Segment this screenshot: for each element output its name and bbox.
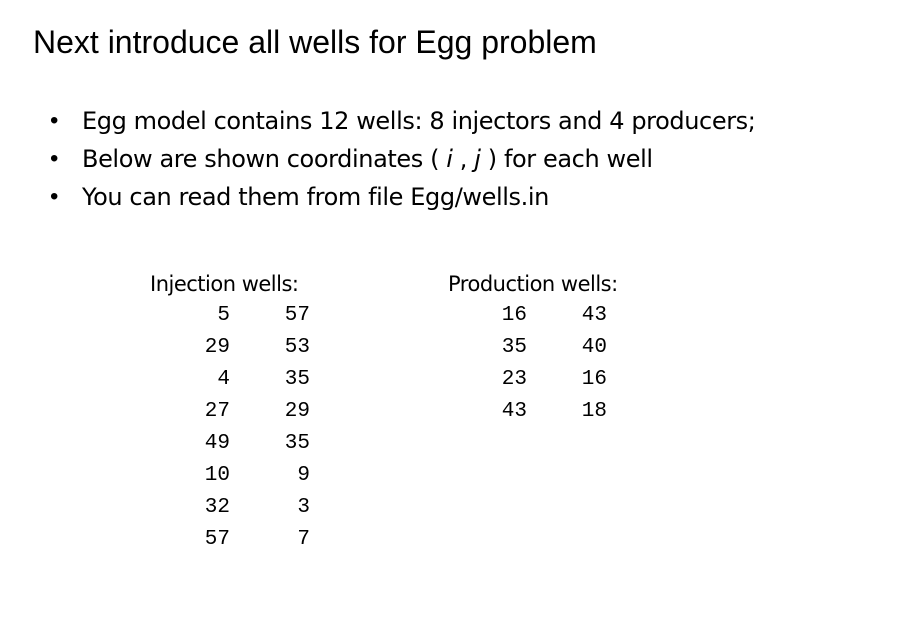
injection-well-i-coordinate: 57 — [204, 528, 230, 551]
injection-well-j-coordinate: 53 — [284, 336, 310, 359]
injection-well-row: 27 29 — [150, 396, 310, 428]
injection-well-i-coordinate: 49 — [204, 432, 230, 455]
injection-well-row: 49 35 — [150, 428, 310, 460]
injection-well-row: 57 7 — [150, 524, 310, 556]
production-well-i-coordinate: 43 — [501, 400, 527, 423]
production-wells-table: 16 43 35 40 23 16 43 18 — [448, 300, 607, 428]
injection-wells-table: 5 57 29 53 4 35 27 29 49 35 10 9 32 3 57 7 — [150, 300, 310, 556]
index-i: i — [446, 145, 453, 173]
injection-well-j-coordinate: 29 — [284, 400, 310, 423]
bullet-text-comma: , — [452, 145, 475, 173]
injection-well-row: 32 3 — [150, 492, 310, 524]
injection-well-row: 4 35 — [150, 364, 310, 396]
injection-wells-block: Injection wells: 5 57 29 53 4 35 27 29 49 35 10 9 32… — [150, 268, 310, 556]
injection-well-i-coordinate: 29 — [204, 336, 230, 359]
injection-wells-heading: Injection wells: — [150, 272, 299, 296]
injection-well-row: 29 53 — [150, 332, 310, 364]
injection-well-i-coordinate: 32 — [204, 496, 230, 519]
index-j: j — [474, 145, 481, 173]
bullet-list: • Egg model contains 12 wells: 8 injecto… — [50, 102, 756, 216]
injection-well-i-coordinate: 4 — [217, 368, 230, 391]
bullet-text: Egg model contains 12 wells: 8 injectors… — [82, 107, 756, 135]
injection-well-j-coordinate: 35 — [284, 432, 310, 455]
bullet-text: You can read them from file Egg/wells.in — [82, 183, 549, 211]
slide-title: Next introduce all wells for Egg problem — [33, 24, 597, 60]
injection-well-j-coordinate: 9 — [297, 464, 310, 487]
production-well-row: 43 18 — [448, 396, 607, 428]
injection-well-j-coordinate: 57 — [284, 304, 310, 327]
production-wells-heading: Production wells: — [448, 272, 618, 296]
production-well-i-coordinate: 23 — [501, 368, 527, 391]
production-well-j-coordinate: 16 — [581, 368, 607, 391]
bullet-text-start: Below are shown coordinates ( — [82, 145, 447, 173]
bullet-item-well-count: • Egg model contains 12 wells: 8 injecto… — [50, 102, 756, 140]
production-well-j-coordinate: 43 — [581, 304, 607, 327]
production-well-i-coordinate: 16 — [501, 304, 527, 327]
injection-well-j-coordinate: 35 — [284, 368, 310, 391]
production-well-row: 16 43 — [448, 300, 607, 332]
bullet-item-coordinates: • Below are shown coordinates ( i , j ) … — [50, 140, 755, 178]
injection-well-j-coordinate: 7 — [297, 528, 310, 551]
bullet-dot-icon: • — [50, 183, 59, 210]
injection-well-j-coordinate: 3 — [297, 496, 310, 519]
production-well-i-coordinate: 35 — [501, 336, 527, 359]
production-wells-block: Production wells: 16 43 35 40 23 16 43 18 — [448, 268, 618, 428]
injection-well-row: 5 57 — [150, 300, 310, 332]
production-well-row: 23 16 — [448, 364, 607, 396]
injection-well-i-coordinate: 27 — [204, 400, 230, 423]
production-well-j-coordinate: 18 — [581, 400, 607, 423]
bullet-text-end: ) for each well — [480, 145, 653, 173]
production-well-row: 35 40 — [448, 332, 607, 364]
bullet-item-file: • You can read them from file Egg/wells.… — [50, 178, 755, 216]
production-well-j-coordinate: 40 — [581, 336, 607, 359]
bullet-dot-icon: • — [50, 107, 59, 134]
injection-well-i-coordinate: 10 — [204, 464, 230, 487]
bullet-dot-icon: • — [50, 145, 59, 172]
injection-well-row: 10 9 — [150, 460, 310, 492]
injection-well-i-coordinate: 5 — [217, 304, 230, 327]
